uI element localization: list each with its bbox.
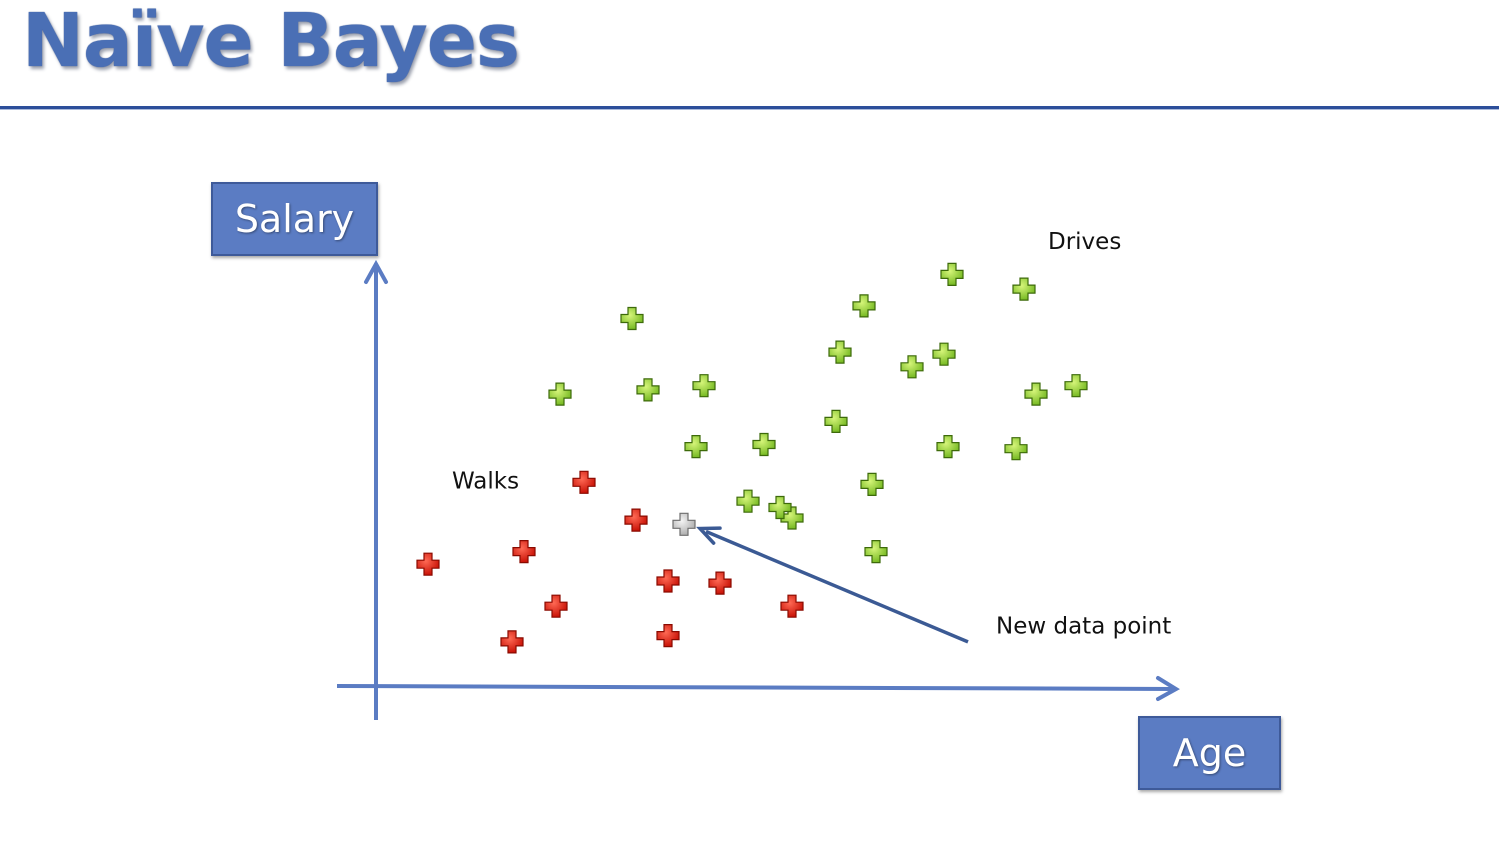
drives-point	[936, 435, 960, 459]
drives-point	[1012, 277, 1036, 301]
drives-point	[752, 432, 776, 457]
drives-point	[860, 472, 884, 496]
drives-point	[824, 409, 848, 433]
drives-point	[1004, 437, 1028, 461]
drives-point	[768, 495, 792, 520]
x-axis-arrowhead	[1156, 676, 1180, 701]
new-data-point	[672, 512, 696, 536]
new-point-arrowhead	[696, 526, 722, 545]
drives-point	[736, 489, 760, 513]
walks-point	[512, 540, 536, 564]
drives-point	[1064, 374, 1088, 398]
walks-point	[708, 571, 732, 595]
x-axis-label: Age	[1138, 716, 1281, 790]
walks-point	[656, 624, 680, 648]
x-axis-line	[336, 684, 1177, 691]
drives-point	[852, 294, 876, 318]
annotation-new-data-point: New data point	[996, 614, 1171, 640]
drives-point	[1024, 382, 1048, 406]
title-divider	[0, 106, 1499, 110]
drives-point	[940, 262, 964, 286]
drives-point	[932, 342, 956, 366]
walks-point	[624, 508, 648, 532]
walks-point	[572, 470, 596, 494]
y-axis-arrowhead	[364, 259, 388, 284]
drives-point	[620, 306, 644, 331]
new-point-arrow	[705, 529, 969, 644]
slide-title: Naïve Bayes	[22, 0, 520, 84]
annotation-drives: Drives	[1048, 229, 1121, 255]
drives-point	[692, 374, 716, 398]
walks-point	[656, 569, 680, 593]
drives-point	[684, 435, 708, 459]
walks-point	[416, 552, 440, 576]
drives-point	[548, 382, 572, 406]
annotation-walks: Walks	[452, 469, 519, 495]
drives-point	[900, 355, 924, 379]
drives-point	[864, 540, 888, 564]
drives-point	[636, 378, 660, 402]
y-axis-label: Salary	[211, 182, 378, 256]
drives-point	[828, 340, 852, 364]
walks-point	[500, 630, 524, 654]
walks-point	[544, 594, 568, 618]
walks-point	[780, 594, 804, 618]
